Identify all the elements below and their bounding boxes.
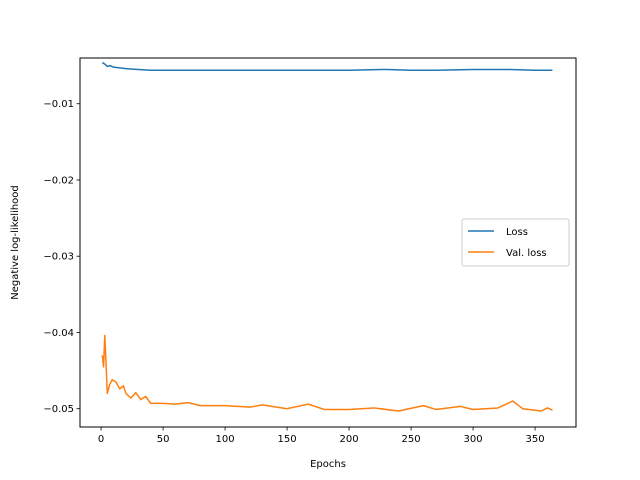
plot-frame	[79, 57, 577, 428]
y-tick-label: −0.01	[43, 99, 74, 110]
x-tick-label: 150	[278, 434, 297, 445]
x-tick-label: 200	[340, 434, 359, 445]
x-tick-label: 0	[98, 434, 104, 445]
legend-label-val-loss: Val. loss	[506, 248, 547, 259]
y-tick-label: −0.05	[43, 404, 74, 415]
y-axis-ticks: −0.05 −0.04 −0.03 −0.02 −0.01	[43, 99, 80, 415]
y-tick-label: −0.04	[43, 328, 74, 339]
x-tick-label: 100	[216, 434, 235, 445]
series-line-1	[101, 334, 553, 412]
x-tick-label: 250	[402, 434, 421, 445]
legend-label-loss: Loss	[506, 227, 528, 238]
x-tick-label: 350	[526, 434, 545, 445]
x-tick-label: 50	[157, 434, 170, 445]
series-line-0	[101, 61, 553, 71]
x-axis-ticks: 0 50 100 150 200 250 300 350	[98, 427, 545, 445]
y-tick-label: −0.02	[43, 175, 74, 186]
x-tick-label: 300	[464, 434, 483, 445]
y-tick-label: −0.03	[43, 252, 74, 263]
y-axis-label: Negative log-likelihood	[10, 185, 21, 300]
x-axis-label: Epochs	[310, 459, 346, 470]
legend: Loss Val. loss	[461, 218, 570, 267]
plot-layer	[101, 61, 553, 412]
